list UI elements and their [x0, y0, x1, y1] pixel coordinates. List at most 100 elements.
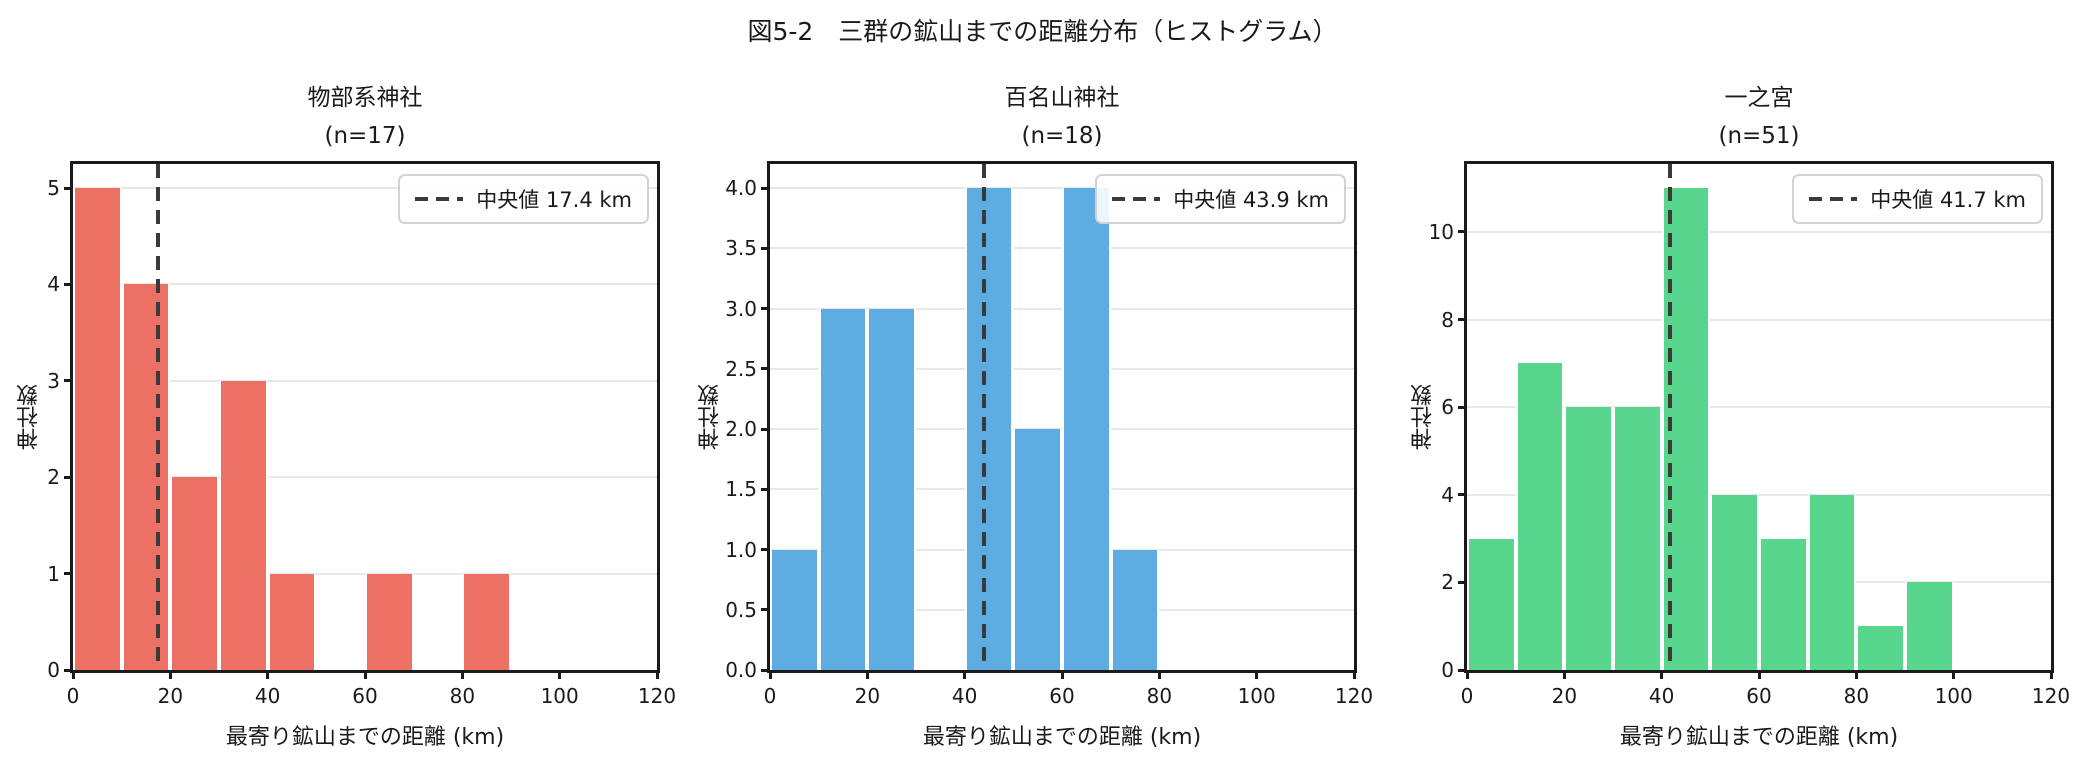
y-axis-tick: [1458, 493, 1467, 497]
histogram-bar: [1515, 363, 1565, 670]
x-axis-tick: [71, 670, 75, 679]
histogram-bar: [1110, 549, 1160, 670]
y-axis-tick: [761, 487, 770, 491]
y-axis-tick-label: 5: [47, 176, 60, 201]
x-axis-tick-label: 40: [951, 684, 978, 708]
histogram-bar: [1905, 582, 1954, 670]
legend: 中央値 41.7 km: [1792, 174, 2043, 224]
gridline-y: [1467, 493, 2051, 496]
x-axis-tick-label: 80: [1146, 684, 1173, 708]
x-axis-tick-label: 40: [254, 684, 281, 708]
histogram-bar: [1564, 407, 1613, 670]
subplot-hyakumeizan-shrines: 百名山神社 (n=18) 中央値 43.9 km 0 20 40 60 80 100 120…: [698, 85, 1373, 750]
x-axis-tick-label: 20: [854, 684, 881, 708]
median-line-legend-icon: [415, 197, 464, 201]
subplot-monobe-shrines: 物部系神社 (n=17) 中央値 17.4 km 0 20 40 60 80 100 120…: [17, 85, 676, 750]
x-axis-tick: [2049, 670, 2053, 679]
histogram-bar: [365, 573, 414, 670]
y-axis-tick-label: 6: [1441, 395, 1454, 420]
y-axis-label: 神社数: [698, 384, 723, 450]
y-axis-tick: [761, 608, 770, 612]
y-axis-tick-label: 2: [1441, 570, 1454, 595]
median-line: [155, 164, 160, 670]
gridline-y: [73, 379, 657, 382]
y-axis-tick: [1458, 230, 1467, 234]
x-axis-tick-label: 60: [352, 684, 378, 708]
x-axis-tick-label: 100: [540, 684, 579, 708]
x-axis-tick: [655, 670, 659, 679]
y-axis-tick: [1458, 580, 1467, 584]
histogram-bar: [770, 549, 819, 670]
histogram-bar: [219, 380, 268, 670]
y-axis-tick-label: 0: [47, 658, 60, 682]
median-line-legend-icon: [1809, 197, 1858, 201]
x-axis-tick-label: 60: [1746, 684, 1772, 708]
y-axis-tick: [761, 548, 770, 552]
x-axis-tick: [1157, 670, 1161, 679]
x-axis-tick: [1757, 670, 1761, 679]
x-axis-tick: [768, 670, 772, 679]
histogram-bar: [73, 188, 122, 670]
legend-label: 中央値 43.9 km: [1173, 188, 1329, 212]
y-axis-label: 神社数: [1411, 384, 1436, 450]
histogram-bar: [1013, 429, 1062, 670]
x-axis-label: 最寄り鉱山までの距離 (km): [922, 725, 1202, 750]
y-axis-tick-label: 4: [1441, 482, 1454, 507]
histogram-bar: [462, 573, 511, 670]
histogram-bar: [1807, 494, 1857, 670]
x-axis-tick-label: 60: [1049, 684, 1075, 708]
subplot-title: 百名山神社 (n=18): [1005, 79, 1120, 155]
y-axis-tick: [1458, 318, 1467, 322]
figure-title: 図5-2 三群の鉱山までの距離分布（ヒストグラム）: [747, 17, 1338, 46]
x-axis-tick-label: 120: [2031, 684, 2071, 708]
y-axis-tick: [1458, 405, 1467, 409]
x-axis-label: 最寄り鉱山までの距離 (km): [1619, 725, 1899, 750]
histogram-bar: [1856, 626, 1905, 670]
y-axis-tick-label: 2.0: [725, 417, 757, 442]
y-axis-tick: [761, 186, 770, 190]
y-axis-tick: [64, 379, 73, 383]
plot-area: 中央値 41.7 km 0 20 40 60 80 100 120 0 2 4 6 8 10: [1429, 161, 2070, 708]
legend-label: 中央値 17.4 km: [476, 188, 632, 212]
x-axis-tick: [1352, 670, 1356, 679]
x-axis-tick-label: 80: [1843, 684, 1870, 708]
x-axis-tick-label: 100: [1934, 684, 1973, 708]
x-axis-tick-label: 20: [1551, 684, 1578, 708]
x-axis-tick-label: 120: [637, 684, 677, 708]
histogram-bar: [964, 188, 1014, 670]
x-axis-tick: [1255, 670, 1259, 679]
legend-label: 中央値 41.7 km: [1870, 188, 2026, 212]
x-axis-tick: [460, 670, 464, 679]
histogram-bar: [1467, 538, 1516, 670]
legend: 中央値 17.4 km: [398, 174, 649, 224]
x-axis-tick: [266, 670, 270, 679]
histogram-bar: [1062, 188, 1111, 670]
subplot-ichinomiya: 一之宮 (n=51) 中央値 41.7 km 0 20 40 60 80 100 120 0 2…: [1411, 85, 2070, 750]
gridline-y: [1467, 318, 2051, 321]
y-axis-tick-label: 1.5: [725, 477, 757, 502]
subplot-title-line2: (n=17): [324, 123, 406, 149]
y-axis-tick-label: 3.0: [725, 296, 757, 321]
histogram-bar: [170, 477, 219, 670]
x-axis-tick: [1060, 670, 1064, 679]
gridline-y: [1467, 406, 2051, 409]
y-axis-tick-label: 8: [1441, 307, 1454, 332]
histogram-bar: [818, 308, 868, 670]
y-axis-tick-label: 0.5: [725, 597, 757, 622]
x-axis-tick: [1952, 670, 1956, 679]
y-axis-tick-label: 4.0: [725, 176, 757, 201]
y-axis-tick: [64, 186, 73, 190]
y-axis-tick: [64, 572, 73, 576]
y-axis-tick: [64, 282, 73, 286]
y-axis-tick: [761, 427, 770, 431]
subplot-title-line1: 百名山神社: [1004, 85, 1120, 111]
y-axis-tick-label: 3: [47, 368, 60, 393]
x-axis-tick: [1854, 670, 1858, 679]
x-axis-tick-label: 100: [1237, 684, 1276, 708]
x-axis-tick: [363, 670, 367, 679]
y-axis-tick-label: 0: [1441, 658, 1454, 682]
x-axis-tick-label: 80: [449, 684, 476, 708]
plot-area: 中央値 17.4 km 0 20 40 60 80 100 120 0 1 2 3 4 5: [47, 161, 676, 708]
x-axis-tick: [1660, 670, 1664, 679]
